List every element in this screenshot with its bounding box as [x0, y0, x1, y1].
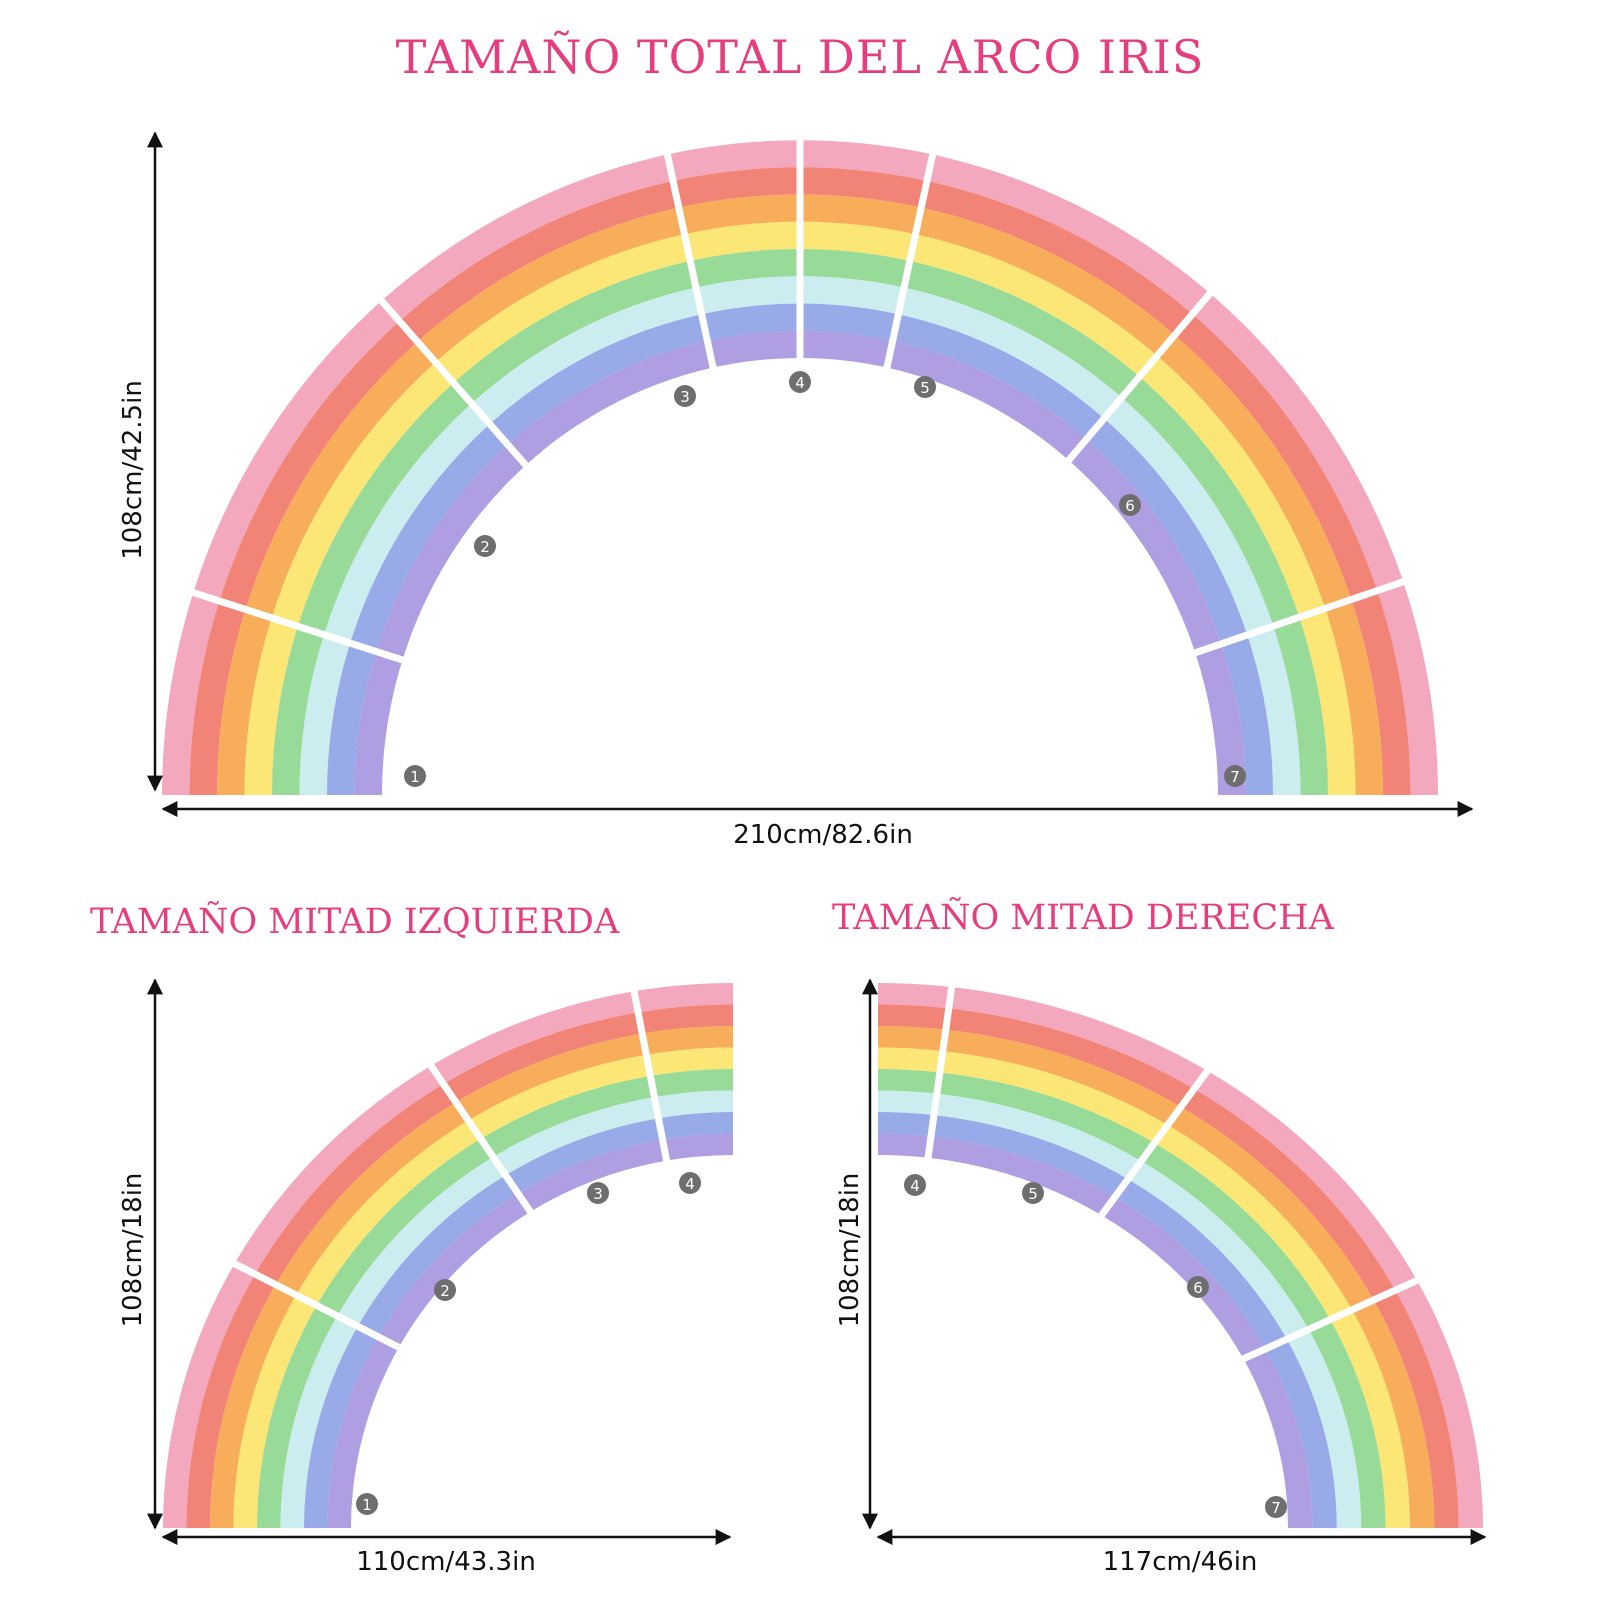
full-width-label: 210cm/82.6in	[733, 820, 913, 850]
piece-number: 6	[1193, 1279, 1203, 1297]
right-half-rainbow: 4 5 6 7	[878, 983, 1483, 1528]
piece-number: 4	[910, 1177, 920, 1195]
piece-gap	[1063, 288, 1215, 466]
piece-number: 2	[480, 538, 490, 556]
piece-gap	[1190, 577, 1408, 658]
piece-number-marker	[404, 765, 426, 787]
piece-number-marker	[1187, 1276, 1209, 1298]
piece-number-marker	[434, 1279, 456, 1301]
piece-number-marker	[1224, 765, 1246, 787]
main-title: TAMAÑO TOTAL DEL ARCO IRIS	[395, 30, 1205, 84]
piece-number-marker	[1022, 1182, 1044, 1204]
piece-number-marker	[1265, 1496, 1287, 1518]
piece-number: 2	[440, 1282, 450, 1300]
piece-number: 6	[1125, 497, 1135, 515]
piece-number-marker	[1119, 494, 1141, 516]
piece-gap	[230, 1259, 404, 1353]
piece-gap	[882, 150, 937, 373]
piece-gap	[376, 296, 532, 471]
piece-number-marker	[674, 385, 696, 407]
piece-gap	[1096, 1066, 1212, 1221]
piece-number: 4	[795, 374, 805, 392]
piece-number-marker	[789, 371, 811, 393]
piece-number: 5	[1028, 1185, 1038, 1203]
piece-number: 3	[593, 1185, 603, 1203]
left-half-rainbow: 1 2 3 4	[163, 983, 733, 1528]
piece-number-marker	[679, 1172, 701, 1194]
piece-number-marker	[474, 535, 496, 557]
piece-number: 5	[920, 379, 930, 397]
piece-number: 7	[1271, 1499, 1281, 1517]
right-half-title: TAMAÑO MITAD DERECHA	[832, 898, 1334, 938]
piece-gap	[663, 150, 718, 373]
full-height-label: 108cm/42.5in	[118, 380, 148, 560]
piece-number-marker	[914, 376, 936, 398]
piece-gap	[1238, 1276, 1422, 1364]
piece-number: 3	[680, 388, 690, 406]
piece-number: 7	[1230, 768, 1240, 786]
piece-gap	[189, 588, 408, 665]
piece-number-marker	[587, 1182, 609, 1204]
piece-number: 1	[362, 1496, 372, 1514]
piece-number: 1	[410, 768, 420, 786]
left-half-title: TAMAÑO MITAD IZQUIERDA	[90, 902, 620, 942]
piece-number-marker	[356, 1493, 378, 1515]
right-width-label: 117cm/46in	[1102, 1547, 1258, 1577]
piece-number-marker	[904, 1174, 926, 1196]
left-height-label: 108cm/18in	[118, 1172, 148, 1328]
rainbow-band	[327, 1133, 733, 1528]
piece-gap	[426, 1061, 536, 1218]
piece-gap	[924, 983, 956, 1163]
left-width-label: 110cm/43.3in	[356, 1547, 536, 1577]
piece-gap	[630, 987, 671, 1166]
right-height-label: 108cm/18in	[835, 1172, 865, 1328]
full-rainbow: 1 2 3 4 5 6 7	[162, 137, 1438, 796]
piece-number: 4	[685, 1175, 695, 1193]
